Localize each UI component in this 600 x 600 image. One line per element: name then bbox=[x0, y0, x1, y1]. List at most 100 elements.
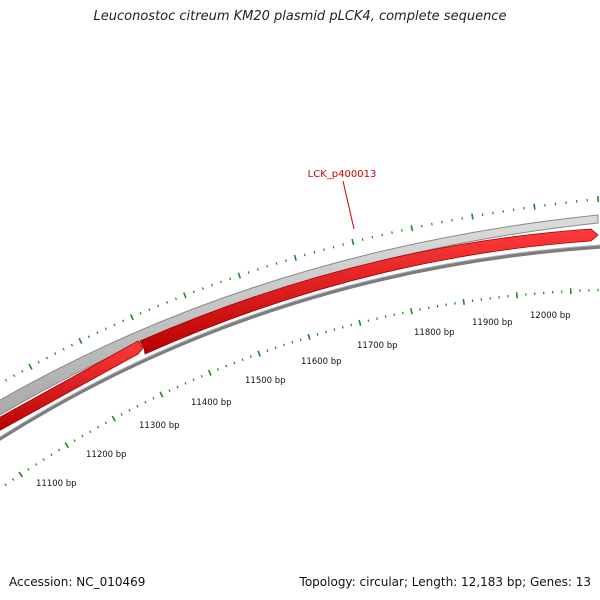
ruler-label: 11600 bp bbox=[301, 357, 342, 367]
minor-tick bbox=[292, 341, 293, 343]
minor-tick bbox=[137, 405, 138, 407]
ruler-label: 11700 bp bbox=[357, 341, 398, 351]
major-tick bbox=[308, 334, 310, 340]
major-tick bbox=[598, 196, 599, 202]
minor-tick bbox=[123, 320, 124, 322]
ruler-label: 11900 bp bbox=[472, 318, 513, 328]
major-tick bbox=[65, 443, 68, 448]
minor-tick bbox=[343, 243, 344, 245]
major-tick bbox=[160, 392, 163, 397]
minor-tick bbox=[372, 236, 373, 238]
plasmid-map: LCK_p400013 11100 bp 11200 bp 11300 bp 1… bbox=[0, 0, 600, 600]
minor-tick bbox=[221, 281, 222, 283]
minor-tick bbox=[377, 317, 378, 320]
minor-tick bbox=[212, 284, 213, 286]
minor-tick bbox=[394, 314, 395, 317]
minor-tick bbox=[51, 454, 52, 456]
accession-label: Accession: NC_010469 bbox=[9, 575, 145, 589]
minor-tick bbox=[300, 338, 301, 340]
minor-tick bbox=[242, 359, 243, 361]
minor-tick bbox=[368, 320, 369, 322]
minor-tick bbox=[234, 362, 235, 364]
major-tick bbox=[359, 320, 361, 326]
minor-tick bbox=[267, 265, 268, 267]
minor-tick bbox=[314, 251, 315, 253]
minor-tick bbox=[63, 348, 64, 350]
major-tick bbox=[184, 293, 186, 299]
minor-tick bbox=[167, 301, 168, 303]
minor-tick bbox=[129, 409, 130, 411]
minor-tick bbox=[38, 361, 39, 363]
major-tick bbox=[472, 214, 473, 220]
minor-tick bbox=[28, 468, 29, 470]
major-tick bbox=[517, 292, 518, 298]
minor-tick bbox=[35, 463, 36, 465]
minor-tick bbox=[267, 350, 268, 352]
minor-tick bbox=[105, 422, 106, 424]
minor-tick bbox=[403, 312, 404, 314]
ruler-label: 11800 bp bbox=[414, 328, 455, 338]
minor-tick bbox=[158, 305, 159, 307]
minor-tick bbox=[97, 426, 98, 428]
ruler-label: 11500 bp bbox=[245, 376, 286, 386]
minor-tick bbox=[14, 375, 15, 377]
minor-tick bbox=[105, 328, 106, 330]
major-tick bbox=[79, 338, 82, 343]
minor-tick bbox=[193, 379, 194, 381]
minor-tick bbox=[145, 401, 146, 403]
major-tick bbox=[534, 204, 535, 210]
ruler-label: 11300 bp bbox=[139, 421, 180, 431]
topology-summary: Topology: circular; Length: 12,183 bp; G… bbox=[300, 575, 591, 589]
major-tick bbox=[19, 472, 22, 477]
minor-tick bbox=[5, 379, 6, 381]
minor-tick bbox=[286, 259, 287, 261]
minor-tick bbox=[149, 309, 150, 311]
minor-tick bbox=[88, 336, 89, 338]
minor-tick bbox=[442, 221, 443, 224]
minor-tick bbox=[402, 229, 403, 231]
minor-tick bbox=[74, 440, 75, 442]
gene-label-leader bbox=[343, 181, 354, 229]
minor-tick bbox=[324, 249, 325, 251]
minor-tick bbox=[305, 254, 306, 256]
gene-label: LCK_p400013 bbox=[308, 169, 377, 180]
minor-tick bbox=[333, 246, 334, 248]
minor-tick bbox=[218, 368, 219, 370]
minor-tick bbox=[185, 382, 186, 384]
major-tick bbox=[411, 308, 412, 314]
minor-tick bbox=[343, 326, 344, 328]
minor-tick bbox=[248, 271, 249, 273]
minor-tick bbox=[276, 262, 277, 264]
major-tick bbox=[29, 364, 32, 369]
minor-tick bbox=[59, 449, 60, 451]
major-tick bbox=[352, 239, 354, 245]
minor-tick bbox=[46, 357, 47, 359]
minor-tick bbox=[422, 225, 423, 228]
gene-arrow-fragment bbox=[0, 341, 143, 433]
minor-tick bbox=[385, 315, 386, 318]
major-tick bbox=[238, 273, 240, 279]
major-tick bbox=[411, 225, 412, 231]
ruler-label: 12000 bp bbox=[530, 311, 571, 321]
minor-tick bbox=[334, 328, 335, 330]
gene-arrow-lck-p400013 bbox=[140, 229, 598, 354]
minor-tick bbox=[201, 375, 202, 377]
minor-tick bbox=[114, 324, 115, 326]
minor-tick bbox=[169, 390, 170, 392]
minor-tick bbox=[226, 365, 227, 367]
minor-tick bbox=[257, 268, 258, 270]
minor-tick bbox=[230, 278, 231, 280]
ruler-label: 11400 bp bbox=[191, 398, 232, 408]
ruler-label: 11100 bp bbox=[36, 479, 77, 489]
minor-tick bbox=[432, 223, 433, 226]
minor-tick bbox=[97, 332, 98, 334]
minor-tick bbox=[22, 370, 23, 372]
minor-tick bbox=[153, 397, 154, 399]
minor-tick bbox=[362, 238, 363, 240]
minor-tick bbox=[5, 484, 6, 486]
minor-tick bbox=[202, 287, 203, 289]
major-tick bbox=[463, 299, 464, 305]
minor-tick bbox=[382, 234, 383, 236]
minor-tick bbox=[82, 435, 83, 437]
minor-tick bbox=[275, 347, 276, 349]
